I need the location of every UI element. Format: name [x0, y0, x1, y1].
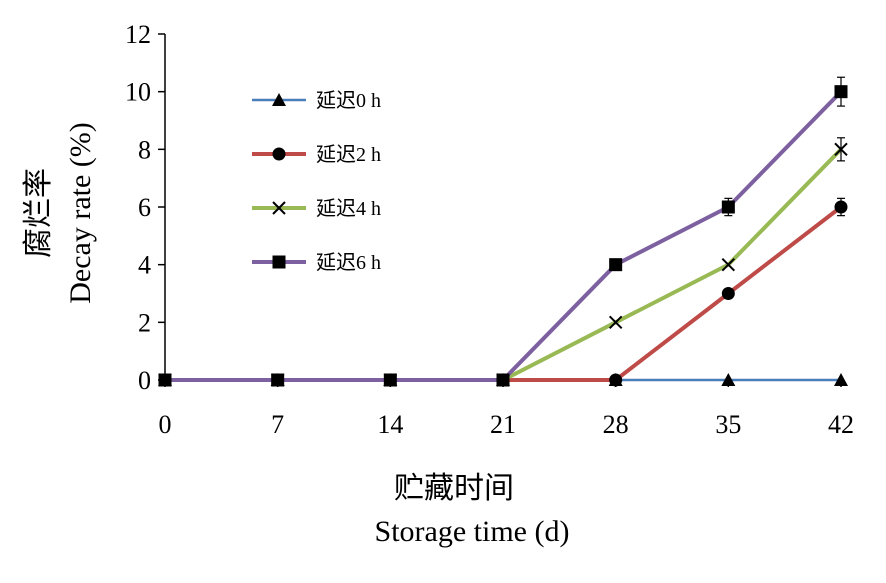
legend-marker — [272, 201, 286, 215]
data-point — [158, 373, 172, 387]
data-point — [609, 258, 623, 272]
x-tick-label: 7 — [271, 410, 284, 439]
legend-item-3: 延迟6 h — [252, 251, 381, 274]
legend-label: 延迟0 h — [316, 89, 381, 112]
x-tick-label: 35 — [715, 410, 741, 439]
x-axis-title-cn: 贮藏时间 — [394, 472, 514, 505]
series-group — [158, 76, 848, 387]
x-tick-label: 0 — [159, 410, 172, 439]
legend-label: 延迟4 h — [316, 197, 381, 220]
data-point — [608, 315, 623, 330]
y-tick-label: 12 — [125, 20, 151, 49]
x-tick-label: 21 — [490, 410, 516, 439]
axes: 0 2 4 6 8 10 12 0 7 14 21 28 35 42 — [125, 20, 854, 439]
legend-item-2: 延迟4 h — [252, 197, 381, 220]
series-1 — [158, 197, 848, 387]
data-point — [721, 287, 735, 300]
series-line — [165, 147, 843, 382]
x-marker-stroke — [272, 201, 286, 215]
y-tick-label: 10 — [125, 78, 151, 107]
data-point — [721, 373, 736, 386]
y-tick-label: 4 — [138, 251, 151, 280]
legend-item-0: 延迟0 h — [252, 89, 381, 112]
legend-marker — [272, 255, 286, 269]
data-point — [721, 257, 736, 272]
y-tick-label: 0 — [138, 366, 151, 395]
legend-item-1: 延迟2 h — [252, 143, 381, 166]
data-point — [496, 373, 510, 387]
data-point — [834, 373, 848, 386]
data-point — [721, 200, 735, 214]
data-point — [609, 373, 623, 387]
x-marker-stroke — [834, 142, 848, 157]
series-line — [165, 90, 843, 382]
legend-label: 延迟2 h — [316, 143, 381, 166]
legend: 延迟0 h 延迟2 h 延迟4 h 延迟6 h — [252, 89, 381, 274]
data-point — [271, 373, 285, 387]
y-tick-label: 8 — [138, 135, 151, 164]
series-line — [165, 205, 843, 382]
y-tick-label: 6 — [138, 193, 151, 222]
x-tick-label: 42 — [828, 410, 854, 439]
data-point — [834, 85, 848, 99]
data-point — [834, 200, 848, 214]
x-marker-stroke — [608, 315, 623, 330]
legend-label: 延迟6 h — [316, 251, 381, 274]
y-tick-label: 2 — [138, 308, 151, 337]
x-tick-label: 14 — [377, 410, 403, 439]
series-3 — [158, 76, 848, 387]
data-point — [834, 142, 848, 157]
x-axis-title-en: Storage time (d) — [375, 515, 570, 548]
y-axis-title-cn: 腐烂率 — [22, 168, 55, 258]
legend-marker — [272, 93, 286, 106]
data-point — [383, 373, 397, 387]
x-tick-label: 28 — [603, 410, 629, 439]
x-marker-stroke — [721, 257, 736, 272]
y-axis-title-en: Decay rate (%) — [64, 122, 97, 304]
legend-marker — [272, 147, 286, 161]
